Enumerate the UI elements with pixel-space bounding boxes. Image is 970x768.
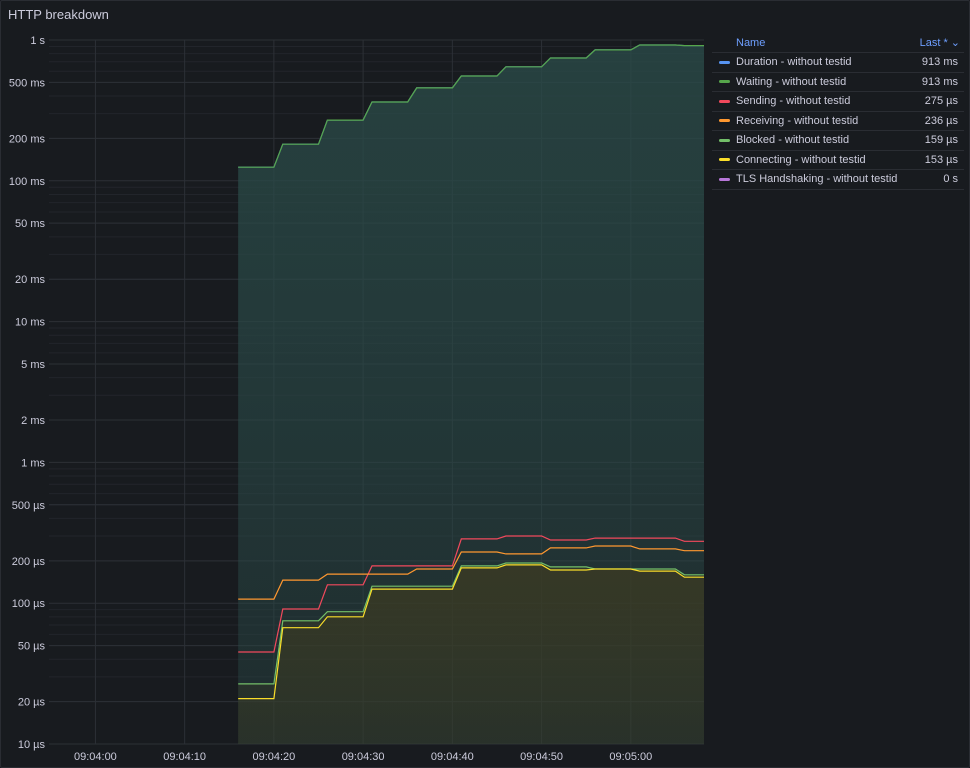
y-tick-label: 20 µs: [18, 697, 46, 709]
x-tick-label: 09:04:30: [342, 751, 385, 763]
y-tick-label: 100 ms: [9, 176, 46, 188]
x-tick-label: 09:04:50: [520, 751, 563, 763]
y-tick-label: 100 µs: [12, 598, 46, 610]
y-tick-label: 10 µs: [18, 739, 46, 751]
y-tick-label: 1 ms: [21, 457, 45, 469]
y-tick-label: 10 ms: [15, 317, 45, 329]
series-color-swatch-icon: [719, 119, 730, 123]
series-line-3: [238, 545, 704, 600]
legend-item[interactable]: TLS Handshaking - without testid 0 s: [712, 170, 964, 190]
series-area-5: [238, 564, 704, 744]
legend-item[interactable]: Blocked - without testid 159 µs: [712, 131, 964, 151]
legend-item-name: Blocked - without testid: [736, 134, 850, 147]
series-color-swatch-icon: [719, 80, 730, 84]
series-color-swatch-icon: [719, 177, 730, 181]
legend-header-name[interactable]: Name: [736, 36, 766, 49]
legend-item-last-value: 0 s: [943, 173, 958, 186]
legend-item-name: Sending - without testid: [736, 95, 851, 108]
panel-title[interactable]: HTTP breakdown: [8, 7, 109, 22]
legend-header: Name Last * ⌄: [712, 33, 964, 53]
y-tick-label: 500 µs: [12, 500, 46, 512]
legend-item[interactable]: Sending - without testid 275 µs: [712, 92, 964, 112]
y-tick-label: 1 s: [30, 35, 45, 47]
legend-item-name: TLS Handshaking - without testid: [736, 173, 898, 186]
y-tick-label: 200 µs: [12, 556, 46, 568]
series-line-5: [238, 564, 704, 700]
legend-item-name: Duration - without testid: [736, 56, 852, 69]
series-color-swatch-icon: [719, 158, 730, 162]
x-tick-label: 09:05:00: [609, 751, 652, 763]
series-color-swatch-icon: [719, 99, 730, 103]
series-color-swatch-icon: [719, 60, 730, 64]
y-tick-label: 200 ms: [9, 133, 46, 145]
series-line-4: [238, 562, 704, 685]
legend-item[interactable]: Connecting - without testid 153 µs: [712, 151, 964, 170]
series-line-2: [238, 535, 704, 653]
x-tick-label: 09:04:00: [74, 751, 117, 763]
x-tick-label: 09:04:10: [163, 751, 206, 763]
y-tick-label: 50 ms: [15, 218, 45, 230]
legend-item[interactable]: Receiving - without testid 236 µs: [712, 112, 964, 131]
x-tick-label: 09:04:20: [252, 751, 295, 763]
legend-item-name: Waiting - without testid: [736, 75, 847, 88]
series-line-1: [238, 44, 704, 168]
legend-item-last-value: 236 µs: [924, 114, 958, 127]
series-color-swatch-icon: [719, 138, 730, 142]
legend-item-last-value: 275 µs: [924, 95, 958, 108]
x-tick-label: 09:04:40: [431, 751, 474, 763]
legend-item[interactable]: Duration - without testid 913 ms: [712, 53, 964, 73]
legend-item-name: Connecting - without testid: [736, 153, 866, 166]
legend-item-name: Receiving - without testid: [736, 114, 859, 127]
legend-item-last-value: 153 µs: [924, 153, 958, 166]
y-tick-label: 20 ms: [15, 274, 45, 286]
y-tick-label: 2 ms: [21, 415, 45, 427]
legend-item[interactable]: Waiting - without testid 913 ms: [712, 73, 964, 92]
y-tick-label: 50 µs: [18, 641, 46, 653]
legend-item-last-value: 913 ms: [921, 56, 958, 69]
legend-item-last-value: 913 ms: [921, 75, 958, 88]
legend-table: Name Last * ⌄ Duration - without testid 9…: [712, 33, 964, 190]
legend-item-last-value: 159 µs: [924, 134, 958, 147]
y-tick-label: 5 ms: [21, 359, 45, 371]
legend-header-last-sort[interactable]: Last * ⌄: [919, 37, 960, 49]
y-tick-label: 500 ms: [9, 77, 46, 89]
